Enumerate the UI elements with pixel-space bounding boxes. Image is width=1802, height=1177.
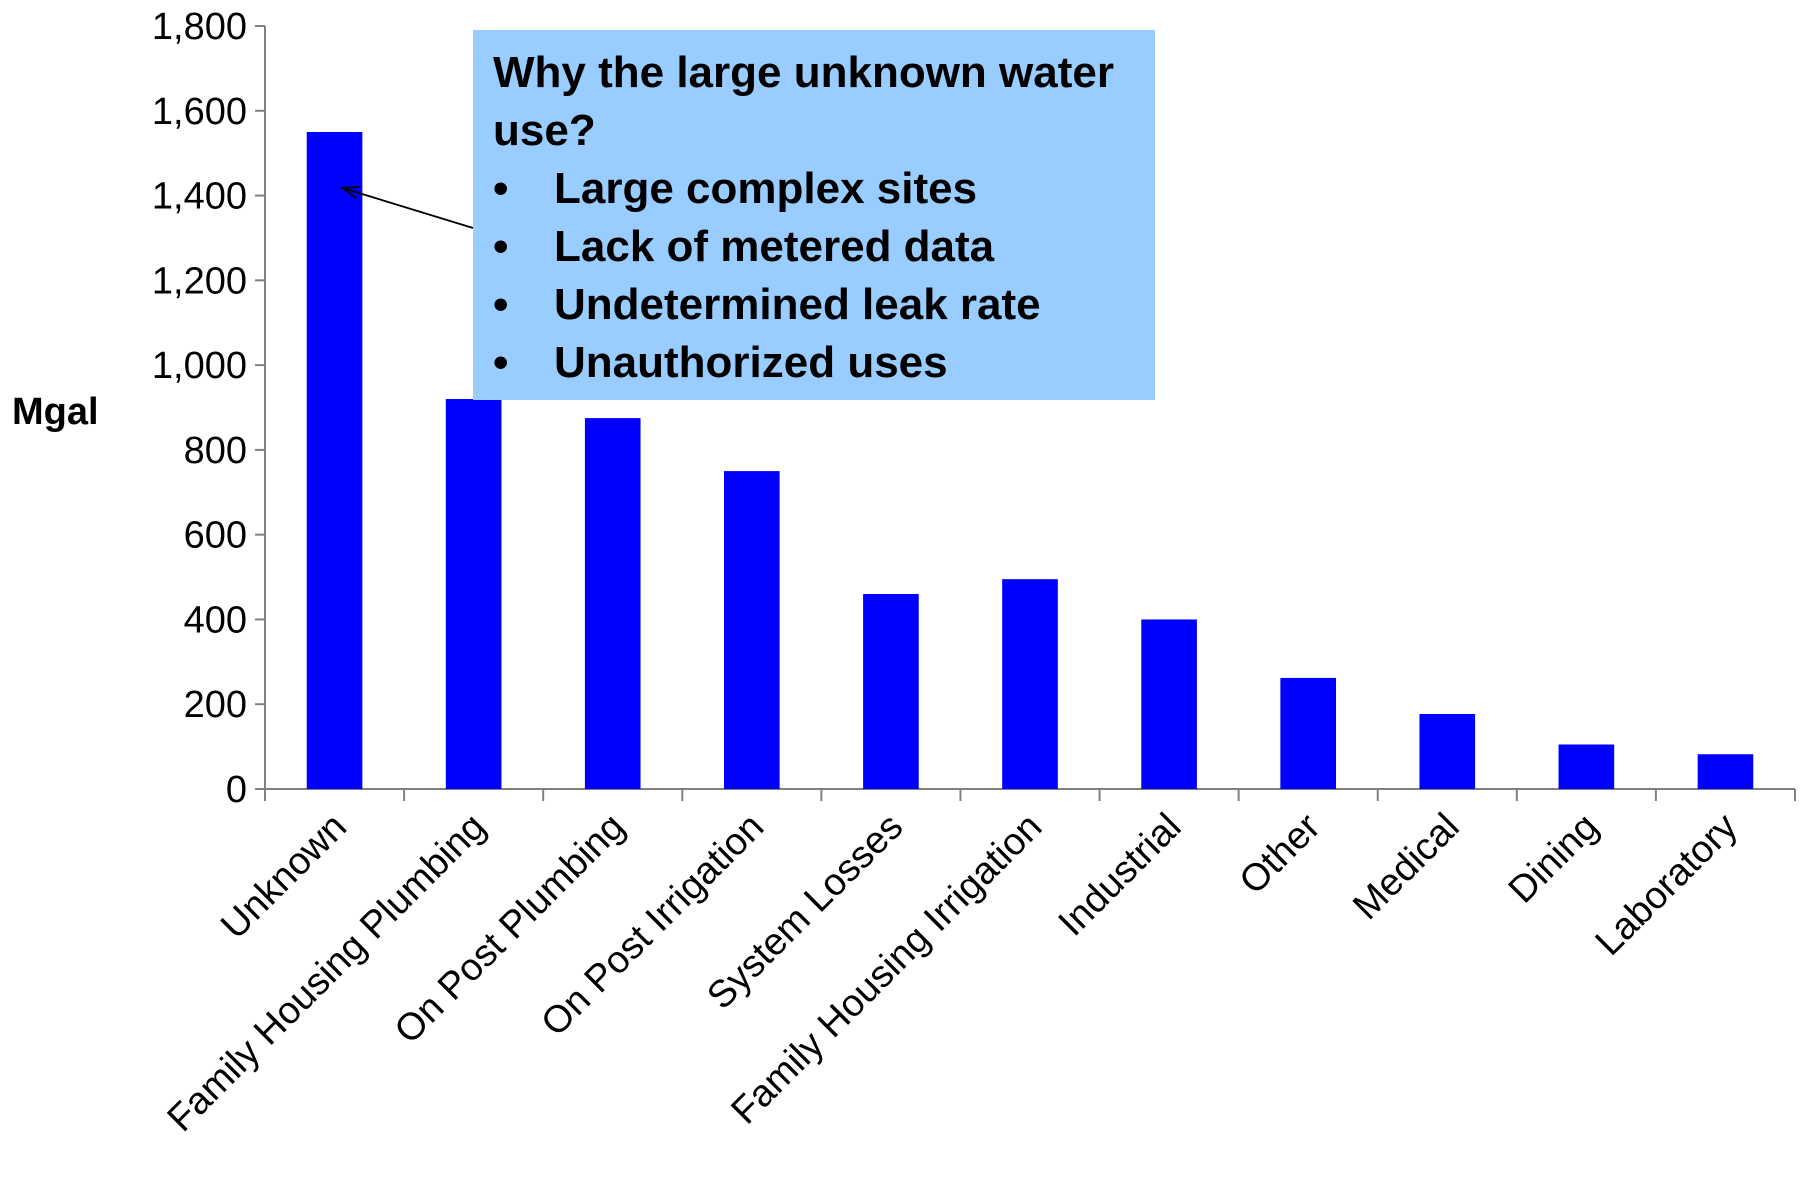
x-tick-label: Industrial <box>1051 806 1190 945</box>
bullet-icon: • <box>493 280 509 329</box>
y-tick-label: 1,200 <box>152 260 247 302</box>
callout-box <box>473 30 1155 400</box>
y-axis: 0 200 400 600 800 1,000 1,200 1,400 1,600 1,800 <box>152 6 266 811</box>
arrow-head <box>340 186 360 200</box>
bullet-icon: • <box>493 222 509 271</box>
y-tick-label: 400 <box>184 599 247 641</box>
bullet-icon: • <box>493 164 509 213</box>
y-tick-label: 1,600 <box>152 91 247 133</box>
x-tick-label: Laboratory <box>1588 806 1746 964</box>
bar <box>445 399 502 789</box>
x-tick-label: Dining <box>1501 806 1607 912</box>
bar <box>724 471 780 789</box>
annotation-bullet: • Undetermined leak rate <box>493 276 1135 334</box>
y-tick-label: 1,400 <box>152 176 247 218</box>
x-tick-label: Other <box>1232 805 1329 902</box>
y-tick-label: 200 <box>184 684 247 726</box>
annotation-bullet: • Large complex sites <box>493 160 1135 218</box>
bar <box>1280 677 1336 789</box>
x-axis <box>264 788 1796 801</box>
y-tick-label: 1,000 <box>152 345 247 387</box>
x-tick-label: Medical <box>1345 806 1467 928</box>
arrow-line <box>342 187 474 229</box>
annotation-bullet: • Lack of metered data <box>493 218 1135 276</box>
annotation-bullet-list: • Large complex sites • Lack of metered da… <box>493 160 1135 392</box>
x-tick-label: Unknown <box>213 806 355 948</box>
y-tick-label: 600 <box>184 515 247 557</box>
bar <box>1002 579 1058 789</box>
bullet-icon: • <box>493 338 509 387</box>
y-tick-label: 1,800 <box>152 6 247 48</box>
annotation-bullet: • Unauthorized uses <box>493 334 1135 392</box>
x-tick-label: On Post Plumbing <box>387 806 633 1052</box>
bar <box>863 594 919 789</box>
annotation-callout: Why the large unknown water use? • Large … <box>473 30 1155 400</box>
callout-arrow <box>340 186 474 229</box>
bar <box>584 418 641 789</box>
y-tick-label: 0 <box>226 769 247 811</box>
bars <box>306 131 1754 789</box>
bar <box>1141 619 1197 789</box>
bar <box>1697 754 1754 789</box>
annotation-title: Why the large unknown water use? <box>493 48 1114 155</box>
y-axis-label: Mgal <box>12 391 99 433</box>
bar <box>306 131 363 789</box>
bar <box>1558 744 1615 789</box>
y-tick-label: 800 <box>184 430 247 472</box>
bar <box>1419 713 1476 789</box>
